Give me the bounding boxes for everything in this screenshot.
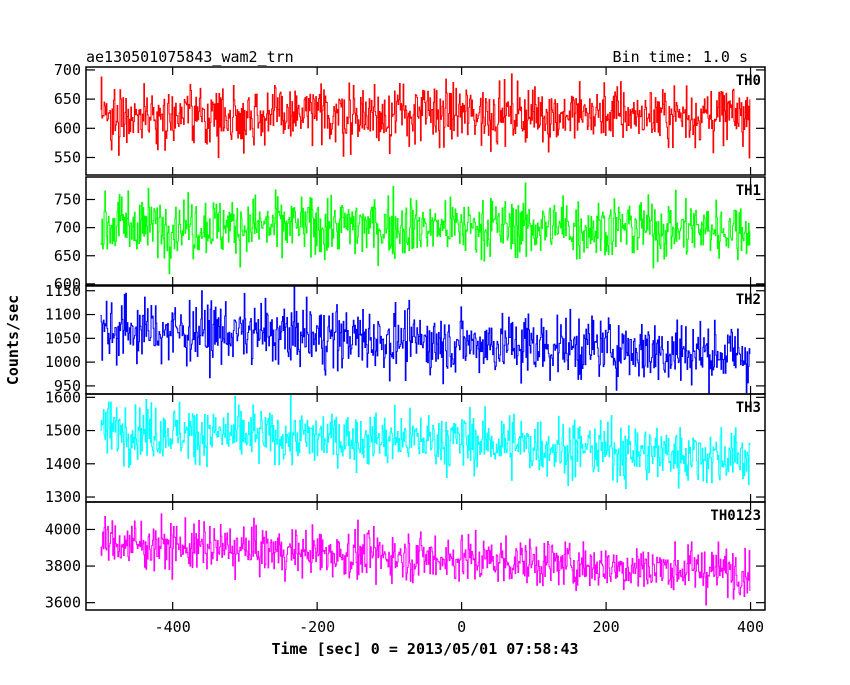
y-tick-label: 1500 <box>45 422 81 440</box>
y-tick-label: 4000 <box>45 520 81 538</box>
panel-name-label: TH0123 <box>710 508 761 524</box>
y-tick-label: 650 <box>54 247 81 265</box>
panel-frame <box>85 501 766 611</box>
y-tick-label: 1000 <box>45 353 81 371</box>
series-line-th0 <box>100 73 751 159</box>
x-tick-label: 0 <box>457 618 466 636</box>
y-tick-label: 700 <box>54 61 81 79</box>
y-tick-label: 750 <box>54 191 81 209</box>
series-line-th3 <box>100 394 751 490</box>
panel-th0: 550 600 650 700 TH0 <box>54 61 766 176</box>
series-line-th2 <box>100 286 751 394</box>
bin-time-label: Bin time: 1.0 s <box>613 48 748 66</box>
panel-name-label: TH0 <box>736 73 761 89</box>
panel-th1: 600 650 700 750 TH1 <box>54 176 766 293</box>
y-tick-label: 1300 <box>45 488 81 506</box>
series-line-th1 <box>100 182 751 275</box>
panel-name-label: TH1 <box>736 183 761 199</box>
y-tick-label: 1050 <box>45 329 81 347</box>
panel-frame <box>85 66 766 176</box>
y-tick-label: 650 <box>54 90 81 108</box>
y-tick-label: 1600 <box>45 388 81 406</box>
panel-th0123: 3600 3800 4000 TH0123 <box>45 501 766 612</box>
series-line-th0123 <box>100 513 751 606</box>
y-tick-label: 700 <box>54 219 81 237</box>
panel-th2: 950 1000 1050 1100 1150 TH2 <box>45 282 766 395</box>
y-tick-label: 3800 <box>45 557 81 575</box>
y-tick-label: 1400 <box>45 455 81 473</box>
y-tick-label: 3600 <box>45 594 81 612</box>
chart-title: ae130501075843_wam2_trn <box>86 48 294 66</box>
y-tick-label: 1100 <box>45 306 81 324</box>
x-axis: -400 -200 0 200 400 <box>155 618 764 636</box>
y-tick-label: 600 <box>54 275 81 293</box>
panel-th3: 1300 1400 1500 1600 TH3 <box>45 388 766 506</box>
x-tick-label: 200 <box>593 618 620 636</box>
panel-name-label: TH3 <box>736 400 761 416</box>
y-tick-label: 550 <box>54 148 81 166</box>
y-tick-label: 600 <box>54 119 81 137</box>
y-tick-label: 1150 <box>45 282 81 300</box>
x-axis-title: Time [sec] 0 = 2013/05/01 07:58:43 <box>271 640 578 658</box>
panel-name-label: TH2 <box>736 292 761 308</box>
y-tick-label: 950 <box>54 377 81 395</box>
y-axis-title: Counts/sec <box>4 295 22 385</box>
panel-frame <box>85 176 766 286</box>
x-tick-label: 400 <box>737 618 764 636</box>
x-tick-label: -200 <box>299 618 335 636</box>
x-tick-label: -400 <box>155 618 191 636</box>
panels-group: 550 600 650 700 TH0 600 650 700 750 TH1 950 1000 105… <box>45 61 766 612</box>
